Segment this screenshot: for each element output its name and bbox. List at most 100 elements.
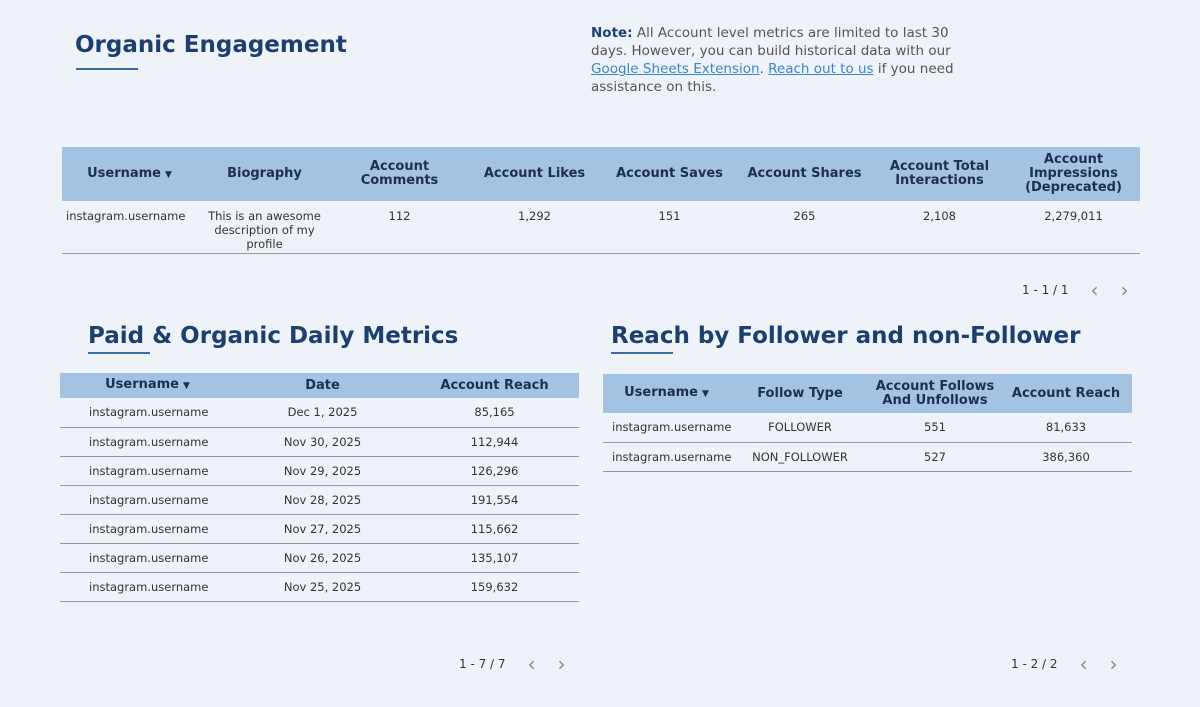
table-cell: Nov 30, 2025 [235, 427, 410, 457]
table-cell: 115,662 [410, 514, 579, 544]
google-sheets-extension-link[interactable]: Google Sheets Extension [591, 61, 760, 77]
table-cell: Nov 28, 2025 [235, 485, 410, 515]
column-header[interactable]: Username ▼ [62, 147, 197, 201]
table-cell: 126,296 [410, 456, 579, 486]
column-header[interactable]: Account Comments [332, 147, 467, 201]
table-cell: instagram.username [603, 442, 731, 472]
column-header-label: Account Impressions (Deprecated) [1025, 152, 1122, 195]
table-cell: Nov 27, 2025 [235, 514, 410, 544]
note-text: Note: All Account level metrics are limi… [591, 24, 971, 96]
page-indicator: 1 - 2 / 2 [1011, 657, 1058, 671]
table-row: instagram.username This is an awesome des… [62, 201, 1140, 254]
table-cell: instagram.username [60, 543, 235, 573]
column-header[interactable]: Date [235, 373, 410, 398]
reach-pagination: 1 - 2 / 2 ‹ › [1011, 654, 1118, 674]
table-cell: 159,632 [410, 572, 579, 602]
title-underline [611, 352, 673, 354]
chevron-right-icon[interactable]: › [1109, 652, 1118, 676]
column-header[interactable]: Follow Type [730, 374, 870, 413]
table-cell: instagram.username [60, 456, 235, 486]
organic-engagement-title: Organic Engagement [75, 32, 347, 58]
organic-pagination: 1 - 1 / 1 ‹ › [1022, 280, 1129, 300]
table-cell: 85,165 [410, 398, 579, 428]
column-header-label: Account Follows And Unfollows [875, 378, 995, 408]
chevron-left-icon[interactable]: ‹ [1079, 652, 1088, 676]
column-header[interactable]: Account Reach [1000, 374, 1132, 413]
column-header-label: Account Likes [483, 166, 586, 181]
column-header[interactable]: Account Follows And Unfollows [870, 374, 1000, 413]
table-cell: Nov 25, 2025 [235, 572, 410, 602]
reach-out-link[interactable]: Reach out to us [768, 61, 874, 77]
table-row: instagram.username Nov 26, 2025 135,107 [60, 543, 579, 573]
table-row: instagram.username Nov 25, 2025 159,632 [60, 572, 579, 602]
note-text-3: if you need assistance on this. [591, 61, 954, 95]
column-header-label: Username [105, 377, 179, 392]
column-header[interactable]: Account Impressions (Deprecated) [1007, 147, 1140, 201]
table-cell: Nov 26, 2025 [235, 543, 410, 573]
note-text-2: . [759, 61, 769, 77]
chevron-left-icon[interactable]: ‹ [527, 652, 536, 676]
column-header-label: Account Reach [1011, 385, 1121, 401]
table-cell: NON_FOLLOWER [730, 442, 870, 472]
table-cell: 151 [602, 201, 737, 254]
table-cell: Nov 29, 2025 [235, 456, 410, 486]
table-cell: 2,279,011 [1007, 201, 1140, 254]
table-cell: 191,554 [410, 485, 579, 515]
column-header[interactable]: Account Total Interactions [872, 147, 1007, 201]
chevron-right-icon[interactable]: › [1120, 278, 1129, 302]
column-header-label: Date [305, 377, 340, 393]
sort-down-icon[interactable]: ▼ [183, 381, 190, 391]
table-cell: instagram.username [60, 514, 235, 544]
column-header-label: Account Saves [616, 166, 723, 181]
table-cell: instagram.username [60, 572, 235, 602]
sort-down-icon[interactable]: ▼ [702, 389, 709, 399]
column-header-label: Account Reach [440, 377, 549, 393]
title-underline [88, 352, 150, 354]
column-header-label: Username [624, 385, 698, 400]
table-cell: instagram.username [603, 413, 731, 443]
table-cell: 81,633 [1000, 413, 1132, 443]
chevron-right-icon[interactable]: › [557, 652, 566, 676]
table-cell: 265 [737, 201, 872, 254]
table-cell: 386,360 [1000, 442, 1132, 472]
daily-pagination: 1 - 7 / 7 ‹ › [459, 654, 566, 674]
column-header[interactable]: Account Shares [737, 147, 872, 201]
column-header[interactable]: Biography [197, 147, 332, 201]
daily-metrics-table: Username ▼ Date Account Reach instagram.user… [60, 373, 579, 602]
reach-title: Reach by Follower and non-Follower [611, 323, 1081, 349]
page-indicator: 1 - 7 / 7 [459, 657, 506, 671]
table-cell: FOLLOWER [730, 413, 870, 443]
table-cell: instagram.username [60, 485, 235, 515]
column-header-label: Username [87, 165, 161, 181]
table-row: instagram.username Nov 28, 2025 191,554 [60, 485, 579, 515]
table-row: instagram.username NON_FOLLOWER 527 386,360 [603, 442, 1132, 472]
column-header[interactable]: Account Reach [410, 373, 579, 398]
table-cell: 112,944 [410, 427, 579, 457]
table-cell: instagram.username [60, 398, 235, 428]
sort-down-icon[interactable]: ▼ [165, 169, 172, 180]
column-header-label: Account Shares [747, 166, 862, 181]
table-row: instagram.username Nov 27, 2025 115,662 [60, 514, 579, 544]
table-cell: 135,107 [410, 543, 579, 573]
column-header-label: Follow Type [757, 385, 843, 401]
column-header[interactable]: Username ▼ [60, 373, 235, 398]
table-cell: instagram.username [60, 427, 235, 457]
table-row: instagram.username Nov 29, 2025 126,296 [60, 456, 579, 486]
header-row: Username ▼ Biography Account Comments Accoun… [62, 147, 1140, 201]
note-label: Note: [591, 25, 633, 41]
table-cell: 551 [870, 413, 1000, 443]
column-header-label: Biography [227, 166, 302, 181]
column-header[interactable]: Account Likes [467, 147, 602, 201]
column-header[interactable]: Username ▼ [603, 374, 730, 413]
table-row: instagram.username FOLLOWER 551 81,633 [603, 413, 1132, 443]
table-row: instagram.username Dec 1, 2025 85,165 [60, 398, 579, 428]
table-cell: 1,292 [467, 201, 602, 254]
table-row: instagram.username Nov 30, 2025 112,944 [60, 427, 579, 457]
column-header[interactable]: Account Saves [602, 147, 737, 201]
table-cell: 2,108 [872, 201, 1007, 254]
page-indicator: 1 - 1 / 1 [1022, 283, 1069, 297]
chevron-left-icon[interactable]: ‹ [1090, 278, 1099, 302]
column-header-label: Account Comments [360, 159, 439, 188]
title-underline [76, 68, 138, 70]
table-cell: This is an awesome description of my pro… [197, 201, 332, 254]
